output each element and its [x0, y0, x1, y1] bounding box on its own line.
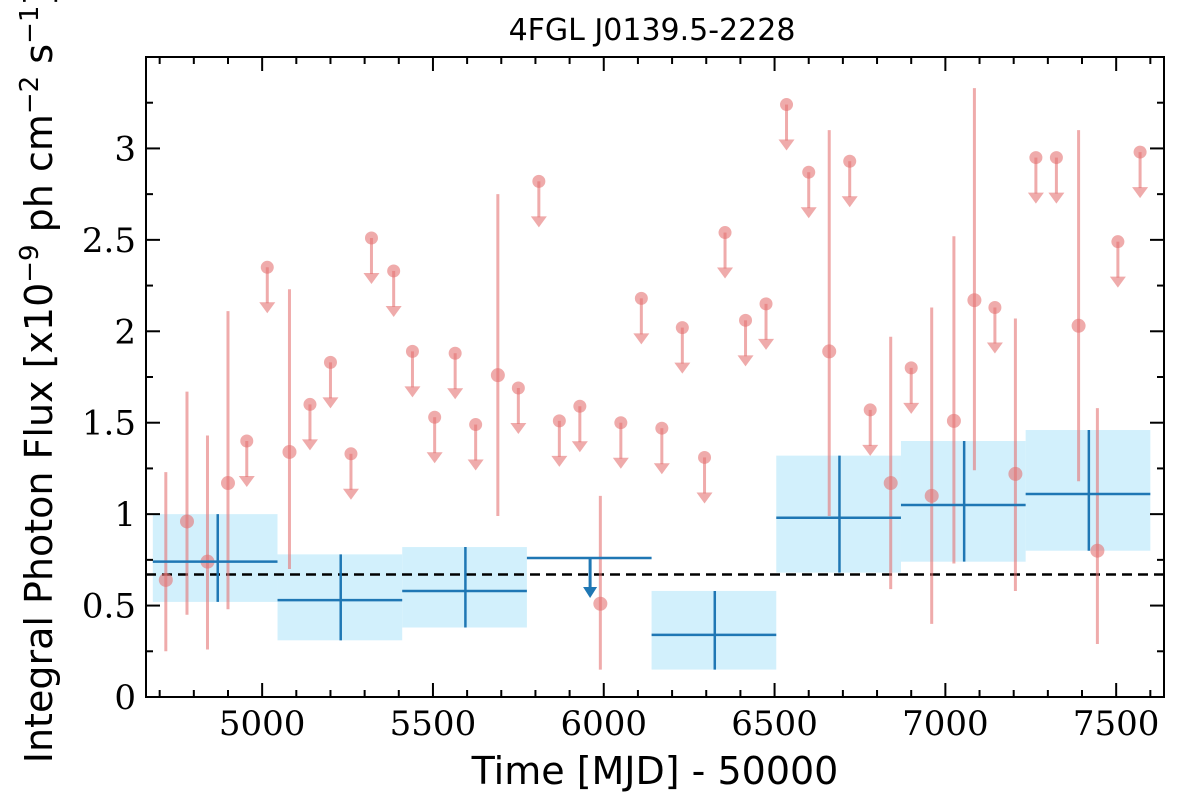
- y-axis-title-part: ph cm: [17, 114, 61, 244]
- fine-upper-limit-arrow-head: [778, 139, 795, 151]
- fine-upper-limit-arrow-head: [737, 355, 754, 367]
- y-axis-title-part: Integral Photon Flux [x10: [17, 283, 61, 764]
- fine-upper-limit-arrow-head: [530, 216, 547, 228]
- fine-upper-limit-arrow-head: [551, 455, 568, 467]
- x-tick-label: 6500: [731, 704, 818, 744]
- x-axis-title: Time [MJD] - 50000: [471, 749, 839, 793]
- y-tick-label: 0.5: [82, 587, 136, 627]
- fine-upper-limit-arrow-head: [1109, 276, 1126, 288]
- fine-upper-limit-arrow-head: [510, 422, 527, 434]
- fine-upper-limit-arrow-head: [426, 452, 443, 464]
- fine-upper-limit-arrow-head: [404, 386, 421, 398]
- y-axis-title-exponent: −1: [15, 6, 45, 44]
- fine-detection-point: [179, 514, 194, 529]
- fine-detection-point: [158, 572, 173, 587]
- fine-upper-limit-arrow-head: [301, 439, 318, 451]
- y-tick-label: 1.5: [82, 404, 136, 444]
- fine-upper-limit-arrow-head: [322, 397, 339, 409]
- fine-detection-point: [967, 293, 982, 308]
- x-tick-label: 5000: [219, 704, 306, 744]
- fine-upper-limit-arrow-head: [467, 459, 484, 471]
- y-tick-label: 1: [114, 495, 136, 535]
- x-tick-label: 5500: [390, 704, 477, 744]
- fine-detection-point: [490, 368, 505, 383]
- x-tick-label: 7000: [902, 704, 989, 744]
- fine-upper-limit-arrow-head: [1048, 192, 1065, 204]
- x-tick-label: 7500: [1073, 704, 1160, 744]
- coarse-bin-band: [152, 514, 278, 602]
- y-tick-label: 2: [114, 312, 136, 352]
- y-axis-title-exponent: −2: [15, 76, 45, 114]
- fine-upper-limit-arrow-head: [342, 488, 359, 500]
- fine-upper-limit-arrow-head: [385, 305, 402, 317]
- fine-upper-limit-arrow-head: [259, 302, 276, 314]
- fine-detection-point: [282, 444, 297, 459]
- y-tick-label: 3: [114, 129, 136, 169]
- chart-title: 4FGL J0139.5-2228: [509, 13, 796, 48]
- fine-detection-point: [1071, 318, 1086, 333]
- fine-upper-limit-arrow-head: [633, 333, 650, 345]
- fine-upper-limit-arrow-head: [238, 476, 255, 487]
- x-tick-label: 6000: [560, 704, 647, 744]
- y-axis-title-part: ]: [17, 0, 61, 6]
- y-axis-title: Integral Photon Flux [x10−9 ph cm−2 s−1]: [15, 0, 61, 763]
- fine-upper-limit-arrow-head: [903, 402, 920, 414]
- fine-detection-point: [593, 596, 608, 611]
- fine-upper-limit-arrow-head: [674, 362, 691, 374]
- plot-area: [146, 88, 1164, 670]
- fine-upper-limit-arrow-head: [800, 207, 817, 219]
- y-axis-title-part: s: [17, 44, 61, 76]
- fine-upper-limit-arrow-head: [447, 388, 464, 400]
- coarse-upper-limit-arrow-head: [583, 587, 598, 599]
- fine-detection-point: [1008, 466, 1023, 481]
- fine-upper-limit-arrow-head: [1132, 187, 1149, 199]
- fine-detection-point: [883, 476, 898, 491]
- fine-upper-limit-arrow-head: [717, 267, 734, 279]
- fine-detection-point: [946, 413, 961, 428]
- fine-upper-limit-arrow-head: [696, 492, 713, 504]
- fine-upper-limit-arrow-head: [653, 463, 670, 475]
- y-tick-label: 2.5: [82, 221, 136, 261]
- fine-detection-point: [822, 344, 837, 359]
- fine-upper-limit-arrow-head: [612, 457, 629, 469]
- y-tick-label: 0: [114, 678, 136, 718]
- fine-detection-point: [220, 476, 235, 491]
- fine-upper-limit-arrow-head: [363, 273, 380, 285]
- fine-upper-limit-arrow-head: [862, 444, 879, 456]
- fine-detection-point: [924, 488, 939, 503]
- fine-upper-limit-arrow-head: [1027, 192, 1044, 204]
- fine-upper-limit-arrow-head: [986, 342, 1003, 354]
- axis-ticks: 5000 5500 6000 6500 7000 7500 0 0.5 1 1.5 2 2.5 3: [82, 56, 1164, 744]
- fine-upper-limit-arrow-head: [841, 196, 858, 208]
- fine-detection-point: [1090, 543, 1105, 558]
- fine-upper-limit-arrow-head: [758, 338, 775, 350]
- y-axis-title-exponent: −9: [15, 244, 45, 282]
- fine-upper-limit-arrow-head: [571, 441, 588, 453]
